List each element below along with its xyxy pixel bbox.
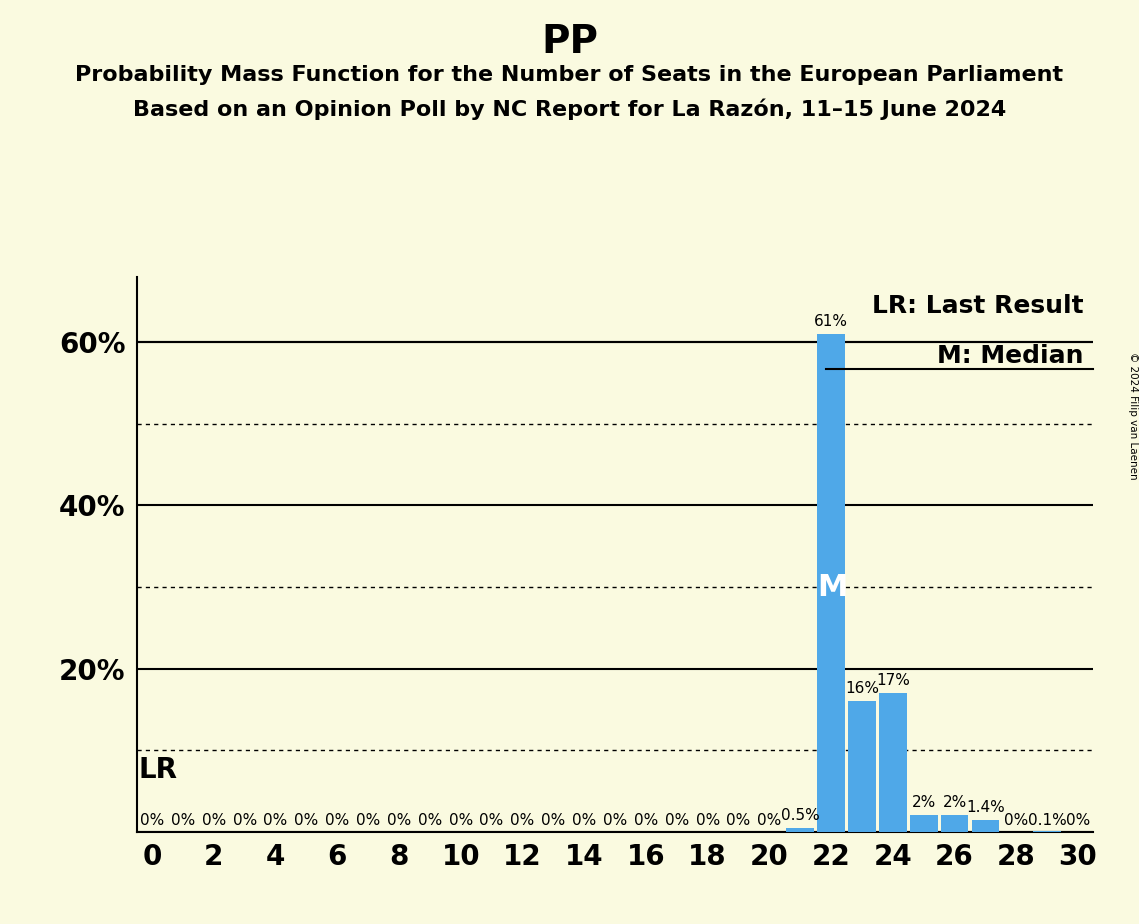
Bar xyxy=(879,693,907,832)
Text: 0%: 0% xyxy=(418,813,442,828)
Text: 0%: 0% xyxy=(757,813,781,828)
Text: 0%: 0% xyxy=(202,813,226,828)
Bar xyxy=(910,815,937,832)
Text: 0.5%: 0.5% xyxy=(781,808,820,822)
Text: M: M xyxy=(818,573,847,602)
Text: 0%: 0% xyxy=(1066,813,1090,828)
Text: 0%: 0% xyxy=(1005,813,1029,828)
Text: M: Median: M: Median xyxy=(937,344,1084,368)
Text: 0%: 0% xyxy=(140,813,164,828)
Text: 0%: 0% xyxy=(357,813,380,828)
Text: 0%: 0% xyxy=(480,813,503,828)
Bar xyxy=(786,828,814,832)
Text: 0%: 0% xyxy=(263,813,288,828)
Text: Based on an Opinion Poll by NC Report for La Razón, 11–15 June 2024: Based on an Opinion Poll by NC Report fo… xyxy=(133,99,1006,120)
Bar xyxy=(849,701,876,832)
Text: 0%: 0% xyxy=(171,813,195,828)
Bar xyxy=(941,815,968,832)
Text: 0%: 0% xyxy=(665,813,689,828)
Text: 0%: 0% xyxy=(294,813,319,828)
Text: 0%: 0% xyxy=(696,813,720,828)
Text: 0%: 0% xyxy=(325,813,350,828)
Text: 0%: 0% xyxy=(449,813,473,828)
Text: 0%: 0% xyxy=(572,813,597,828)
Text: 0%: 0% xyxy=(541,813,565,828)
Text: LR: LR xyxy=(138,757,178,784)
Text: 0%: 0% xyxy=(603,813,628,828)
Text: PP: PP xyxy=(541,23,598,61)
Text: 0%: 0% xyxy=(633,813,658,828)
Bar xyxy=(817,334,845,832)
Text: 0%: 0% xyxy=(387,813,411,828)
Bar xyxy=(972,821,999,832)
Text: 17%: 17% xyxy=(876,673,910,688)
Text: 0%: 0% xyxy=(727,813,751,828)
Text: 61%: 61% xyxy=(814,314,849,329)
Text: 2%: 2% xyxy=(911,796,936,810)
Text: Probability Mass Function for the Number of Seats in the European Parliament: Probability Mass Function for the Number… xyxy=(75,65,1064,85)
Text: © 2024 Filip van Laenen: © 2024 Filip van Laenen xyxy=(1129,352,1138,480)
Text: 0%: 0% xyxy=(510,813,534,828)
Text: 0%: 0% xyxy=(232,813,256,828)
Text: 1.4%: 1.4% xyxy=(966,800,1005,815)
Text: 2%: 2% xyxy=(942,796,967,810)
Text: 16%: 16% xyxy=(845,681,879,697)
Text: LR: Last Result: LR: Last Result xyxy=(872,294,1084,318)
Text: 0.1%: 0.1% xyxy=(1027,813,1066,828)
